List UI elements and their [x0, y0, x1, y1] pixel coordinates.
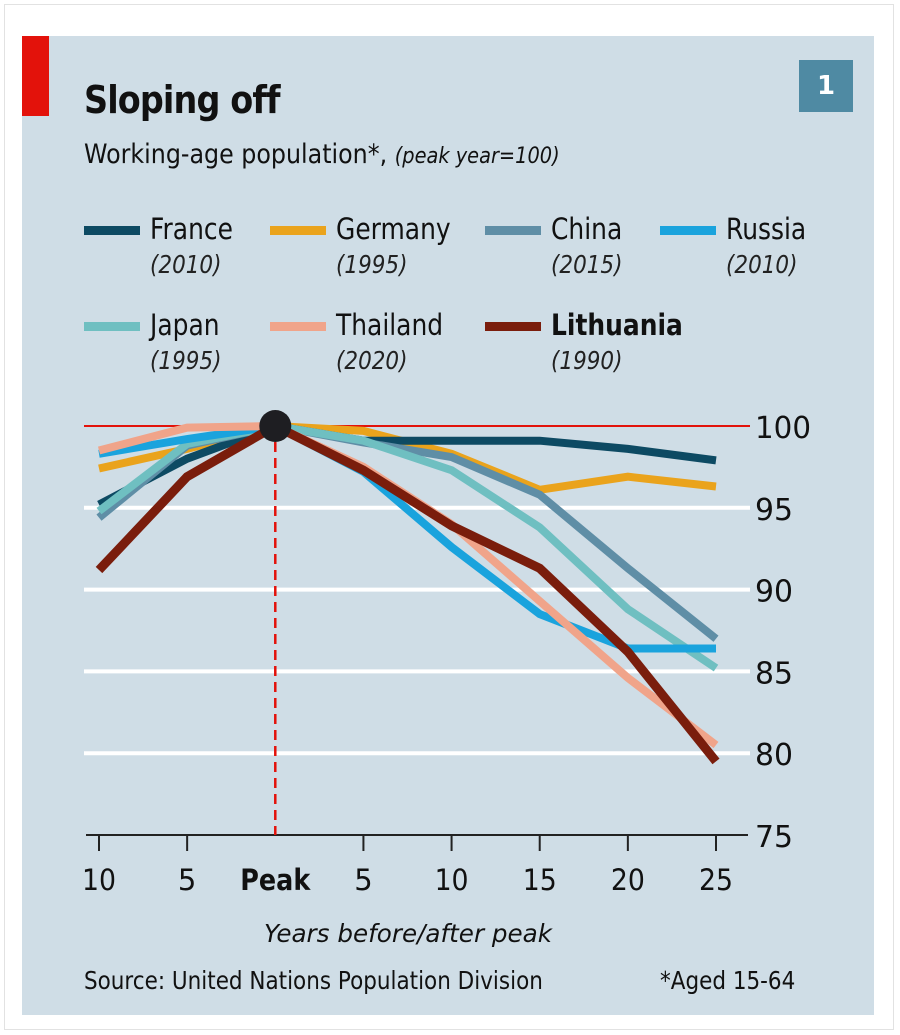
chart-title: Sloping off: [84, 78, 281, 122]
y-tick-label-80: 80: [755, 738, 793, 773]
x-tick-label: Peak: [240, 863, 311, 897]
y-tick-label-85: 85: [755, 656, 793, 691]
x-tick-label: 5: [354, 863, 372, 897]
legend-swatch: [270, 322, 326, 331]
legend-peak-year: (2015): [551, 250, 623, 279]
legend-peak-year: (2010): [150, 250, 222, 279]
legend-label: China: [551, 212, 623, 246]
chart-subtitle: Working-age population*, (peak year=100): [84, 139, 560, 170]
y-tick-label-75: 75: [755, 820, 793, 855]
legend-swatch: [485, 226, 541, 235]
x-tick-label: 10: [435, 863, 469, 897]
footnote: *Aged 15-64: [660, 966, 796, 995]
y-tick-label-95: 95: [755, 493, 793, 528]
y-tick-label-100: 100: [755, 411, 811, 446]
legend-swatch: [485, 322, 541, 331]
legend-label: France: [150, 212, 233, 246]
chart-number-badge: 1: [799, 60, 853, 112]
y-tick-label-90: 90: [755, 575, 793, 610]
series-line-france: [97, 421, 717, 509]
x-tick-label: 15: [523, 863, 557, 897]
source-note: Source: United Nations Population Divisi…: [84, 966, 543, 995]
legend-label: Japan: [150, 308, 220, 342]
legend-swatch: [660, 226, 716, 235]
series-line-japan: [96, 421, 719, 672]
legend-peak-year: (2010): [726, 250, 798, 279]
x-tick-label: 25: [699, 863, 733, 897]
subtitle-note: (peak year=100): [394, 144, 560, 169]
x-tick-label: 20: [611, 863, 645, 897]
subtitle-main: Working-age population*,: [84, 139, 388, 170]
legend-label: Germany: [336, 212, 451, 246]
brand-red-bar: [22, 36, 49, 116]
x-axis-label: Years before/after peak: [264, 919, 553, 948]
peak-marker: [259, 410, 292, 442]
legend-peak-year: (1995): [150, 346, 222, 375]
x-tick-label: 5: [178, 863, 196, 897]
legend-label: Thailand: [336, 308, 444, 342]
x-tick-label: 10: [82, 863, 116, 897]
legend-peak-year: (1990): [551, 346, 623, 375]
legend-peak-year: (1995): [336, 250, 408, 279]
legend-label: Russia: [726, 212, 807, 246]
legend-label: Lithuania: [551, 308, 683, 342]
legend-peak-year: (2020): [336, 346, 408, 375]
legend-swatch: [84, 322, 140, 331]
figure-frame: [4, 4, 894, 1030]
legend-swatch: [270, 226, 326, 235]
series-line-lithuania: [95, 420, 720, 765]
legend-swatch: [84, 226, 140, 235]
